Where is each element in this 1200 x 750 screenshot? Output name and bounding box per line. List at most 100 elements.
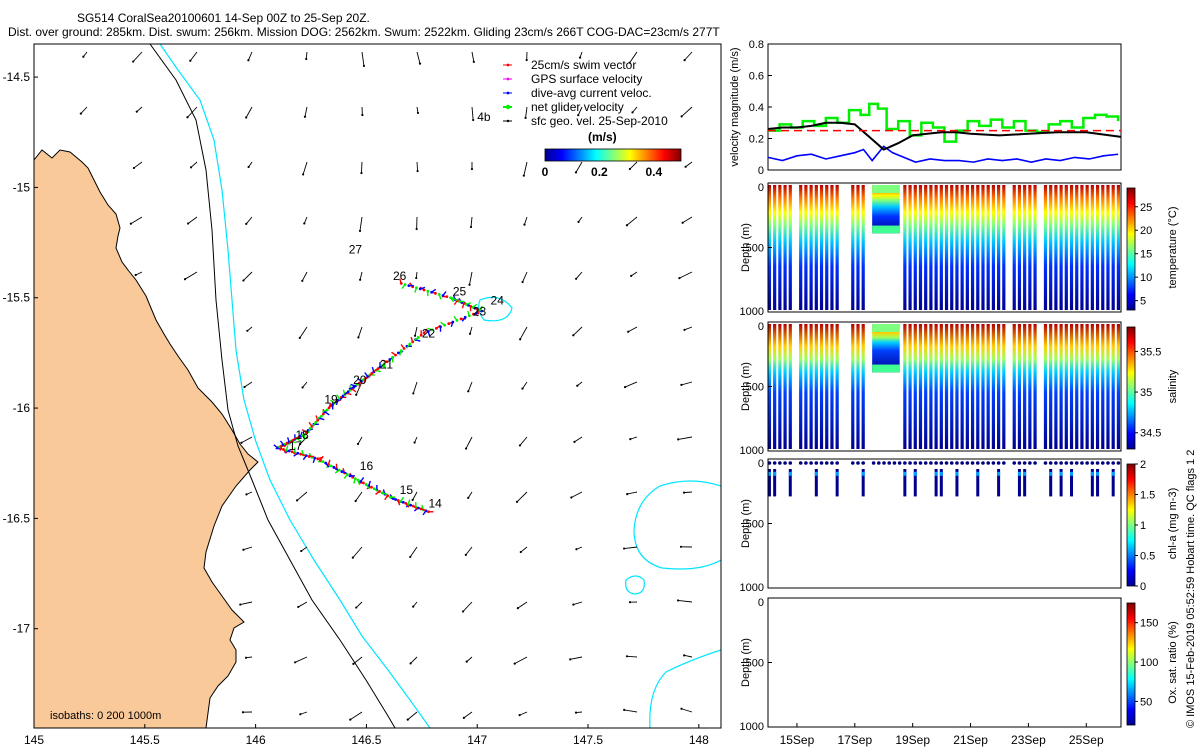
- chl-profile: [976, 469, 980, 497]
- surface-velocity-arrow-head: [413, 441, 416, 444]
- legend-gps-velocity: GPS surface velocity: [503, 72, 642, 86]
- track-point: [358, 381, 361, 385]
- chl-max: [1017, 471, 1021, 476]
- lon-tick-label: 147: [467, 733, 487, 747]
- surface-velocity-arrow-head: [515, 500, 519, 503]
- surface-velocity-arrow-head: [569, 658, 572, 661]
- chl-surface-point: [929, 461, 933, 465]
- dive-profile: [783, 185, 787, 310]
- dive-profile: [986, 185, 990, 310]
- track-point: [416, 506, 420, 510]
- surface-velocity-arrow-head: [351, 556, 354, 559]
- section-panel-3: 0 500 1000 Depth (m) 0 0.5 1 1.5 2 chl-a (mg m-3): [740, 458, 1179, 594]
- surface-velocity-arrow: [300, 711, 308, 715]
- dive-profile: [944, 185, 949, 310]
- surface-velocity-arrow-head: [354, 499, 357, 503]
- track-point: [385, 360, 389, 364]
- chl-max: [1023, 471, 1027, 476]
- colorbar-tick-label: 0: [1140, 581, 1146, 593]
- track-point: [351, 475, 355, 479]
- day-label: 27: [349, 243, 363, 257]
- map-colorbar-tick: 0.4: [645, 165, 662, 179]
- coastline-0m: [34, 149, 259, 728]
- section-ylabel: Depth (m): [740, 638, 752, 687]
- track-point: [321, 412, 325, 416]
- chl-surface-point: [871, 461, 876, 465]
- track-point: [434, 326, 438, 330]
- chl-profile: [814, 469, 818, 497]
- dive-profile: [1054, 324, 1058, 449]
- surface-velocity-arrow-head: [355, 606, 358, 609]
- chl-surface-point: [949, 461, 954, 465]
- surface-velocity-arrow: [520, 546, 528, 553]
- dive-profile: [1069, 185, 1074, 310]
- surface-velocity-arrow: [416, 161, 419, 172]
- surface-velocity-arrow: [407, 711, 418, 720]
- surface-velocity-arrow: [414, 326, 418, 336]
- dive-profile: [1116, 185, 1120, 310]
- dive-profile: [1059, 324, 1063, 449]
- surface-velocity-arrow-head: [573, 440, 576, 443]
- dive-profile: [976, 324, 980, 449]
- isobath-1000m: [159, 44, 431, 728]
- track-point: [308, 426, 312, 430]
- day-label: 21: [380, 357, 394, 371]
- surface-velocity-arrow: [353, 656, 363, 665]
- surface-velocity-arrow-head: [625, 655, 629, 658]
- surface-velocity-arrow-head: [472, 60, 475, 63]
- dive-profile: [1028, 185, 1032, 310]
- track-point: [360, 379, 363, 383]
- dive-profile: [1033, 324, 1037, 449]
- track-point: [404, 501, 408, 505]
- chl-profile: [835, 469, 839, 497]
- track-point: [370, 485, 373, 489]
- chl-surface-point: [861, 461, 865, 465]
- surface-velocity-arrow: [355, 381, 363, 395]
- chl-max: [1049, 471, 1053, 476]
- velocity-series-2: [767, 121, 1122, 151]
- legend-dive-avg: dive-avg current veloc.: [503, 86, 652, 100]
- chl-max: [1070, 471, 1074, 476]
- surface-velocity-arrow: [296, 491, 308, 501]
- surface-velocity-arrow-head: [680, 383, 683, 386]
- surface-velocity-arrow: [525, 106, 528, 118]
- surface-velocity-arrow-head: [464, 447, 468, 450]
- surface-velocity-arrow-head: [298, 336, 301, 339]
- track-point: [353, 477, 357, 481]
- chl-surface-point: [804, 461, 808, 465]
- colorbar-label: temperature (°C): [1167, 206, 1179, 288]
- dive-profile: [830, 324, 834, 449]
- track-point: [449, 296, 453, 300]
- surface-velocity-arrow-head: [680, 707, 683, 710]
- surface-velocity-arrow: [624, 709, 638, 713]
- track-point: [443, 323, 447, 327]
- track-point: [463, 315, 467, 319]
- dive-profile: [804, 185, 808, 310]
- chl-surface-point: [1028, 461, 1032, 465]
- dive-profile: [1059, 185, 1063, 310]
- surface-velocity-arrow-head: [682, 491, 686, 494]
- map-colorbar-tick: 0: [542, 165, 549, 179]
- surface-velocity-arrow-head: [303, 222, 306, 225]
- dive-profile: [997, 324, 1001, 449]
- chl-surface-point: [1106, 461, 1110, 465]
- surface-velocity-arrow: [299, 326, 308, 339]
- velocity-ytick-label: 0: [758, 165, 764, 177]
- lon-tick-label: 145.5: [130, 733, 160, 747]
- surface-velocity-arrow-head: [522, 174, 525, 177]
- chl-max: [903, 471, 907, 476]
- surface-velocity-arrow-head: [409, 555, 412, 559]
- surface-velocity-arrow-head: [362, 64, 366, 67]
- dive-profile: [861, 324, 865, 449]
- surface-velocity-arrow-head: [574, 171, 578, 174]
- surface-velocity-arrow-head: [242, 548, 245, 551]
- surface-velocity-arrow-head: [628, 601, 632, 604]
- surface-velocity-arrow: [130, 216, 143, 225]
- chl-surface-point: [1033, 461, 1037, 465]
- surface-velocity-arrow-head: [577, 114, 580, 117]
- isobath-1000m-reef: [625, 575, 645, 595]
- chl-surface-point: [918, 461, 923, 465]
- surface-velocity-arrow-head: [189, 166, 193, 169]
- surface-velocity-arrow: [416, 51, 421, 64]
- surface-velocity-arrow-head: [467, 496, 470, 499]
